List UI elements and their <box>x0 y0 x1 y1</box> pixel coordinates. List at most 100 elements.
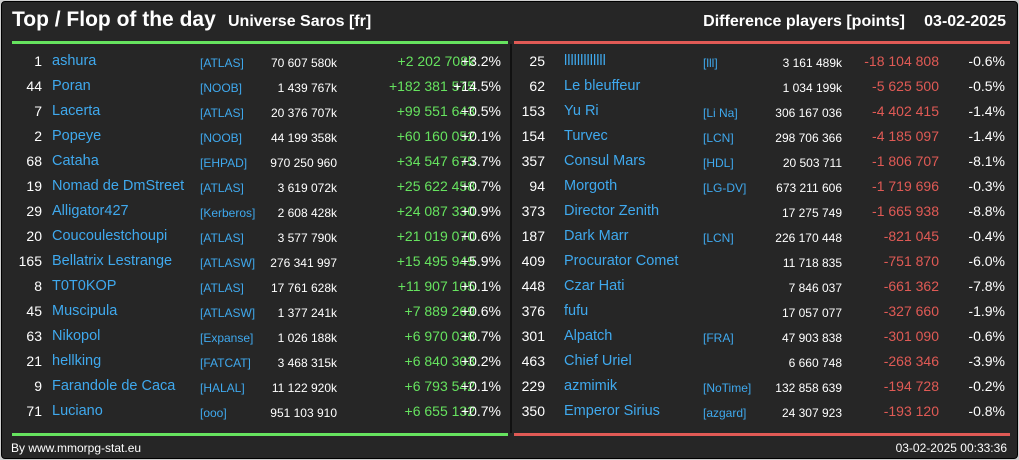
player-name-link[interactable]: Farandole de Caca <box>52 378 176 394</box>
alliance-tag-link[interactable]: [LCN] <box>703 131 734 145</box>
player-points: 132 858 639 <box>775 381 842 395</box>
percent-change: +0.1% <box>460 378 501 394</box>
flop-player-row: 187 Dark Marr [LCN] 226 170 448 -821 045 -0.4… <box>514 224 1010 249</box>
player-name-link[interactable]: Dark Marr <box>564 228 629 244</box>
points-difference: -1 806 707 <box>872 153 939 169</box>
player-points: 276 341 997 <box>270 256 337 270</box>
top-player-row: 44 Poran [NOOB] 1 439 767k +182 381 575 +14.5… <box>12 74 508 99</box>
alliance-tag-link[interactable]: [LCN] <box>703 231 734 245</box>
alliance-tag-link[interactable]: [FRA] <box>703 331 734 345</box>
player-name-link[interactable]: Bellatrix Lestrange <box>52 253 173 269</box>
player-name-link[interactable]: Le bleuffeur <box>564 78 641 94</box>
alliance-tag-link[interactable]: [ATLASW] <box>200 306 256 320</box>
player-name-link[interactable]: Luciano <box>52 403 103 419</box>
top-player-row: 19 Nomad de DmStreet [ATLAS] 3 619 072k +25 … <box>12 174 508 199</box>
percent-change: +0.2% <box>460 353 501 369</box>
player-name-link[interactable]: Czar Hati <box>564 278 625 294</box>
generated-timestamp: 03-02-2025 00:33:36 <box>895 441 1007 455</box>
player-points: 17 761 628k <box>270 281 337 295</box>
top-list: 1 ashura [ATLAS] 70 607 580k +2 202 708k +3.2… <box>12 49 508 424</box>
player-name-link[interactable]: ashura <box>52 53 97 69</box>
player-name-link[interactable]: hellking <box>52 353 102 369</box>
player-rank: 448 <box>521 278 545 294</box>
player-name-link[interactable]: Poran <box>52 78 91 94</box>
percent-change: -3.9% <box>968 353 1005 369</box>
points-difference: +60 160 052 <box>396 128 475 144</box>
flop-player-row: 357 Consul Mars [HDL] 20 503 711 -1 806 707 -… <box>514 149 1010 174</box>
alliance-tag-link[interactable]: [azgard] <box>703 406 747 420</box>
player-points: 306 167 036 <box>775 106 842 120</box>
top-player-row: 63 Nikopol [Expanse] 1 026 188k +6 970 038 +0… <box>12 324 508 349</box>
player-rank: 153 <box>521 103 545 119</box>
player-name-link[interactable]: Coucoulestchoupi <box>52 228 168 244</box>
player-points: 17 057 077 <box>781 306 842 320</box>
alliance-tag-link[interactable]: [EHPAD] <box>200 156 248 170</box>
player-name-link[interactable]: azmimik <box>564 378 618 394</box>
points-difference: +24 087 330 <box>396 203 475 219</box>
player-points: 1 034 199k <box>782 81 842 95</box>
player-name-link[interactable]: Procurator Comet <box>564 253 679 269</box>
alliance-tag-link[interactable]: [Expanse] <box>200 331 254 345</box>
percent-change: -0.6% <box>968 328 1005 344</box>
points-difference: -194 728 <box>883 378 939 394</box>
alliance-tag-link[interactable]: [Li Na] <box>703 106 738 120</box>
flop-player-row: 463 Chief Uriel 6 660 748 -268 346 -3.9% <box>514 349 1010 374</box>
player-name-link[interactable]: Emperor Sirius <box>564 403 660 419</box>
player-name-link[interactable]: Popeye <box>52 128 102 144</box>
alliance-tag-link[interactable]: [NoTime] <box>703 381 752 395</box>
percent-change: +0.1% <box>460 278 501 294</box>
player-name-link[interactable]: Muscipula <box>52 303 118 319</box>
alliance-tag-link[interactable]: [HDL] <box>703 156 734 170</box>
alliance-tag-link[interactable]: [ATLAS] <box>200 281 244 295</box>
player-name-link[interactable]: Yu Ri <box>564 103 599 119</box>
player-name-link[interactable]: Turvec <box>564 128 608 144</box>
player-name-link[interactable]: Nikopol <box>52 328 101 344</box>
player-name-link[interactable]: Alpatch <box>564 328 613 344</box>
percent-change: -1.4% <box>968 103 1005 119</box>
player-rank: 29 <box>26 203 42 219</box>
alliance-tag-link[interactable]: [NOOB] <box>200 81 243 95</box>
alliance-tag-link[interactable]: [LG-DV] <box>703 181 747 195</box>
percent-change: -0.4% <box>968 228 1005 244</box>
player-name-link[interactable]: Alligator427 <box>52 203 129 219</box>
player-name-link[interactable]: T0T0KOP <box>52 278 117 294</box>
points-difference: +34 547 675 <box>396 153 475 169</box>
percent-change: -1.4% <box>968 128 1005 144</box>
alliance-tag-link[interactable]: [ooo] <box>200 406 227 420</box>
top-player-row: 1 ashura [ATLAS] 70 607 580k +2 202 708k +3.2… <box>12 49 508 74</box>
player-name-link[interactable]: Chief Uriel <box>564 353 632 369</box>
player-name-link[interactable]: Lacerta <box>52 103 101 119</box>
alliance-tag-link[interactable]: [NOOB] <box>200 131 243 145</box>
player-name-link[interactable]: Cataha <box>52 153 99 169</box>
percent-change: -1.9% <box>968 303 1005 319</box>
player-name-link[interactable]: Consul Mars <box>564 153 646 169</box>
player-name-link[interactable]: Morgoth <box>564 178 618 194</box>
points-difference: +99 551 643 <box>396 103 475 119</box>
alliance-tag-link[interactable]: [FATCAT] <box>200 356 251 370</box>
alliance-tag-link[interactable]: [ATLASW] <box>200 256 256 270</box>
flop-bottom-bar <box>514 433 1010 436</box>
player-rank: 1 <box>34 53 42 69</box>
alliance-tag-link[interactable]: [Kerberos] <box>200 206 256 220</box>
alliance-tag-link[interactable]: [HALAL] <box>200 381 245 395</box>
percent-change: +3.2% <box>460 53 501 69</box>
player-name-link[interactable]: Nomad de DmStreet <box>52 178 185 194</box>
alliance-tag-link[interactable]: [lll] <box>703 56 718 70</box>
alliance-tag-link[interactable]: [ATLAS] <box>200 106 244 120</box>
player-rank: 8 <box>34 278 42 294</box>
player-rank: 409 <box>521 253 545 269</box>
alliance-tag-link[interactable]: [ATLAS] <box>200 181 244 195</box>
percent-change: +0.5% <box>460 103 501 119</box>
player-name-link[interactable]: fufu <box>564 303 589 319</box>
percent-change: -6.0% <box>968 253 1005 269</box>
flop-player-row: 154 Turvec [LCN] 298 706 366 -4 185 097 -1.4% <box>514 124 1010 149</box>
top-bottom-bar <box>12 433 508 436</box>
player-points: 70 607 580k <box>270 56 337 70</box>
percent-change: -0.6% <box>968 53 1005 69</box>
player-name-link[interactable]: Director Zenith <box>564 203 660 219</box>
alliance-tag-link[interactable]: [ATLAS] <box>200 56 244 70</box>
flop-player-row: 301 Alpatch [FRA] 47 903 838 -301 090 -0.6% <box>514 324 1010 349</box>
player-name-link[interactable]: lllllllllllll <box>564 53 606 69</box>
alliance-tag-link[interactable]: [ATLAS] <box>200 231 244 245</box>
